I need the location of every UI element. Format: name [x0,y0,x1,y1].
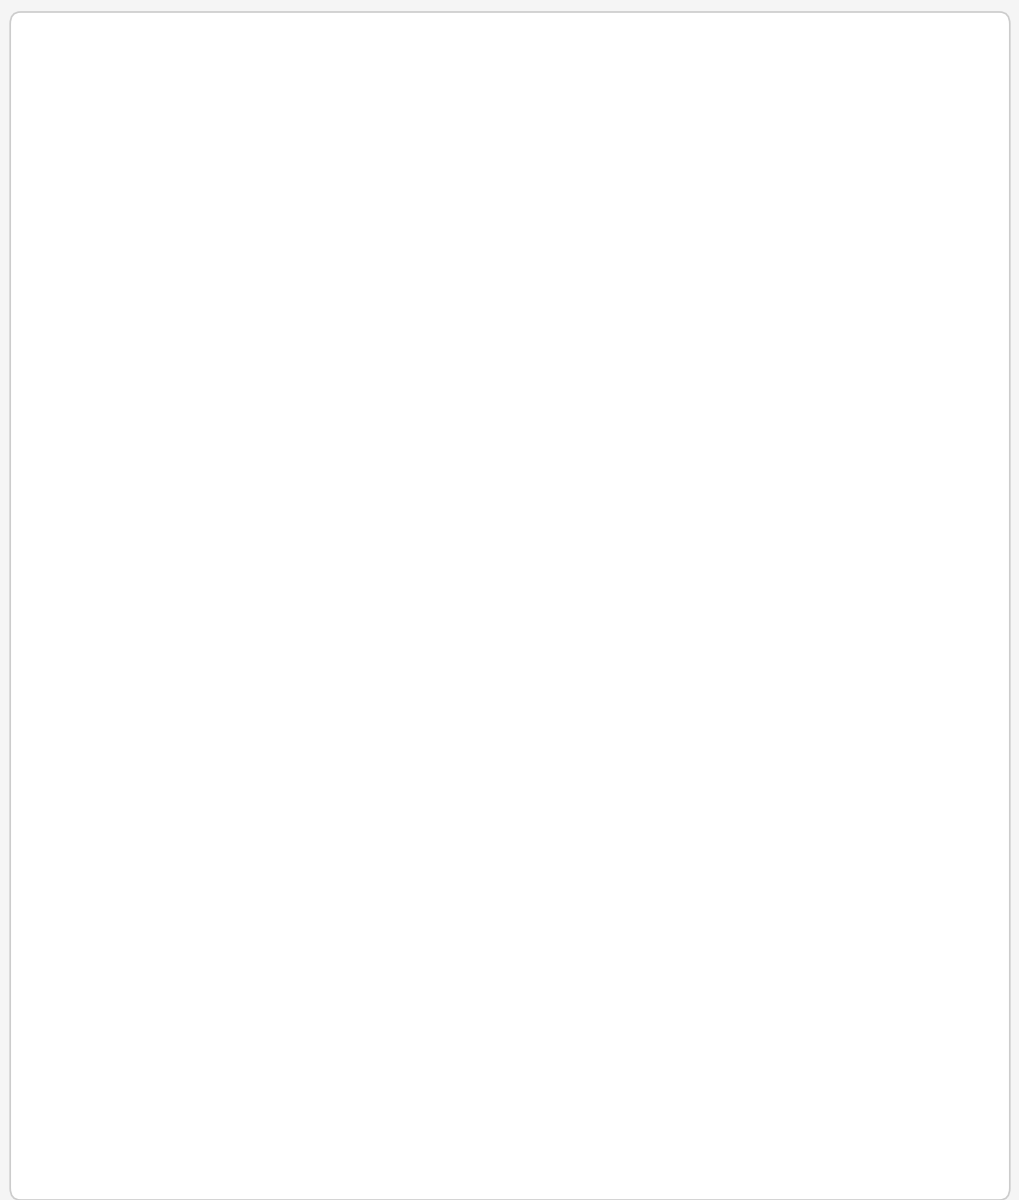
Text: c: c [158,750,171,774]
Text: ——————————>: ——————————> [612,212,855,232]
Text: CH₃-CO-O⁻ + NH₄⁺: CH₃-CO-O⁻ + NH₄⁺ [146,280,405,308]
Text: CH₃COOH (b)  NH₃    (c) CH₃-CO-O⁻: CH₃COOH (b) NH₃ (c) CH₃-CO-O⁻ [158,388,642,416]
Text: CH₃COOH + NH₃: CH₃COOH + NH₃ [273,208,501,236]
Text: b: b [158,606,174,630]
Text: .1.  The conjugate acid of the reaction is ?: .1. The conjugate acid of the reaction i… [82,70,723,98]
Text: d: d [158,894,174,918]
Text: a: a [158,1038,173,1062]
Text: (d)  NH₄⁺: (d) NH₄⁺ [173,460,298,488]
